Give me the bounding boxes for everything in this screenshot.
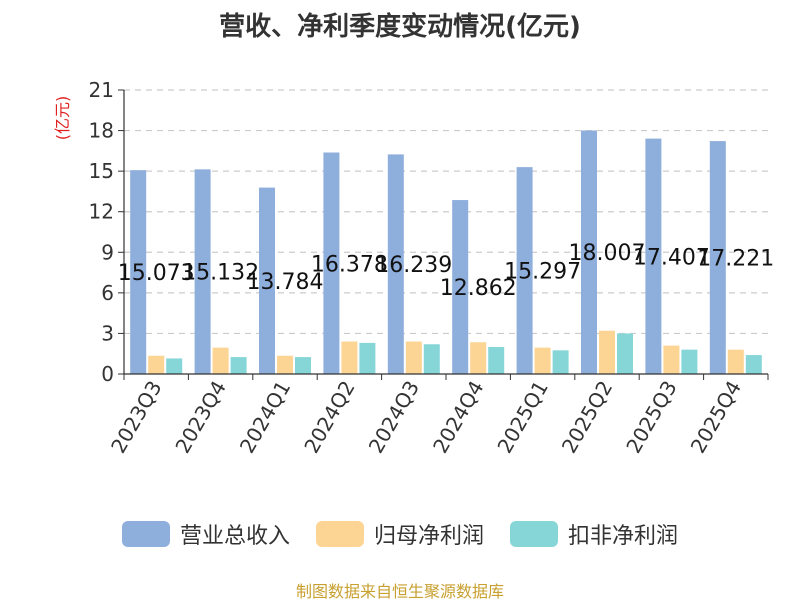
chart-title: 营收、净利季度变动情况(亿元) <box>219 12 581 42</box>
data-label-revenue: 15.132 <box>182 261 259 286</box>
data-label-revenue: 15.297 <box>504 260 581 285</box>
x-tick-label: 2025Q3 <box>621 377 681 458</box>
bar-revenue <box>130 170 147 374</box>
x-tick-label: 2024Q4 <box>428 377 488 458</box>
x-tick-label: 2025Q2 <box>557 377 617 458</box>
bar-deducted-profit <box>359 342 376 374</box>
bar-deducted-profit <box>681 349 698 374</box>
bar-deducted-profit <box>423 344 440 374</box>
legend-label-net-profit: 归母净利润 <box>373 524 484 549</box>
bar-deducted-profit <box>166 358 183 374</box>
bar-revenue <box>645 138 662 374</box>
data-label-revenue: 17.407 <box>633 245 710 270</box>
data-label-revenue: 12.862 <box>440 276 517 301</box>
y-tick-label: 18 <box>89 119 114 143</box>
legend-label-revenue: 营业总收入 <box>179 524 290 549</box>
bar-net-profit <box>727 349 744 374</box>
bar-net-profit <box>663 345 680 374</box>
legend-item-revenue[interactable]: 营业总收入 <box>121 518 290 550</box>
y-tick-label: 15 <box>89 159 114 183</box>
source-note: 制图数据来自恒生聚源数据库 <box>295 582 504 601</box>
bar-revenue <box>323 152 340 374</box>
legend-swatch-deducted-profit <box>510 521 558 547</box>
legend-swatch-revenue <box>121 521 170 547</box>
data-labels: 15.07315.13213.78416.37816.23912.86215.2… <box>118 241 775 301</box>
legend-item-deducted-profit[interactable]: 扣非净利润 <box>510 518 678 550</box>
data-label-revenue: 13.784 <box>247 270 324 295</box>
bar-net-profit <box>470 342 487 374</box>
bar-net-profit <box>277 355 293 374</box>
bar-revenue <box>387 154 404 374</box>
bar-deducted-profit <box>617 333 633 374</box>
x-tick-label: 2024Q3 <box>364 377 424 458</box>
x-tick-label: 2024Q1 <box>235 377 295 458</box>
bar-deducted-profit <box>230 357 247 374</box>
y-axis-label: (亿元) <box>53 96 72 141</box>
x-tick-label: 2024Q2 <box>299 377 359 458</box>
legend-label-deducted-profit: 扣非净利润 <box>568 524 679 549</box>
data-label-revenue: 17.221 <box>697 247 774 272</box>
bar-deducted-profit <box>488 346 505 374</box>
x-tick-label: 2023Q3 <box>106 377 166 458</box>
legend-item-net-profit[interactable]: 归母净利润 <box>315 518 484 550</box>
bar-net-profit <box>599 330 615 374</box>
x-tick-label: 2025Q4 <box>686 377 746 458</box>
bar-deducted-profit <box>745 355 762 374</box>
data-label-revenue: 16.239 <box>375 253 452 278</box>
bar-deducted-profit <box>295 357 311 374</box>
bar-net-profit <box>534 347 551 374</box>
y-tick-label: 0 <box>101 362 114 386</box>
bar-deducted-profit <box>552 350 569 374</box>
bar-net-profit <box>405 341 422 374</box>
bar-revenue <box>709 141 726 374</box>
bar-revenue <box>452 200 469 374</box>
x-tick-label: 2023Q4 <box>170 377 230 458</box>
y-tick-label: 9 <box>101 240 114 264</box>
bars <box>130 130 762 374</box>
bar-net-profit <box>148 355 165 374</box>
y-tick-label: 6 <box>101 281 114 305</box>
bar-net-profit <box>341 341 358 374</box>
data-label-revenue: 16.378 <box>311 252 388 277</box>
bar-revenue <box>259 187 275 374</box>
grid-lines <box>124 89 768 335</box>
legend-swatch-net-profit <box>315 521 364 547</box>
bar-net-profit <box>212 347 229 374</box>
data-label-revenue: 18.007 <box>569 241 646 266</box>
y-tick-label: 12 <box>89 200 114 224</box>
y-tick-label: 3 <box>101 321 114 345</box>
bar-revenue <box>581 130 597 374</box>
y-tick-label: 21 <box>89 78 114 102</box>
x-tick-label: 2025Q1 <box>492 377 552 458</box>
legend: 营业总收入 归母净利润 扣非净利润 <box>0 518 800 550</box>
bar-revenue <box>194 169 211 374</box>
bar-revenue <box>516 167 533 374</box>
data-label-revenue: 15.073 <box>118 261 195 286</box>
